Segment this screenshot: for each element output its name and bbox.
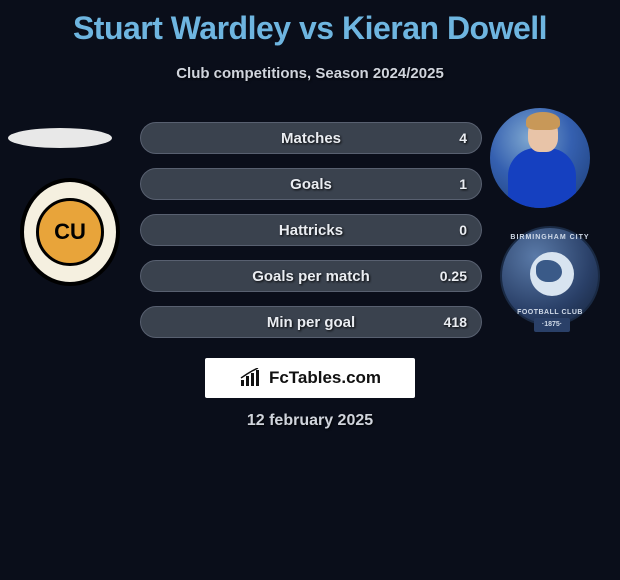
crest-right-bot-text: FOOTBALL CLUB: [502, 309, 598, 316]
stat-label: Goals: [290, 176, 332, 193]
crest-ball: CU: [36, 198, 104, 266]
stat-label: Goals per match: [252, 268, 370, 285]
stat-label: Min per goal: [267, 314, 355, 331]
stats-container: Matches 4 Goals 1 Hattricks 0 Goals per …: [140, 122, 482, 352]
brand-box[interactable]: FcTables.com: [205, 358, 415, 398]
stat-value-right: 4: [459, 130, 467, 146]
crest-circle: BIRMINGHAM CITY FOOTBALL CLUB ·1875·: [500, 226, 600, 326]
crest-left-text: CU: [54, 219, 86, 245]
date-text: 12 february 2025: [0, 412, 620, 430]
stat-row-gpm: Goals per match 0.25: [140, 260, 482, 292]
stat-value-right: 0.25: [440, 268, 467, 284]
brand-chart-icon: [239, 368, 263, 388]
player-left-crest: CU: [20, 178, 120, 286]
stat-value-right: 0: [459, 222, 467, 238]
page-title: Stuart Wardley vs Kieran Dowell: [0, 0, 620, 47]
crest-right-top-text: BIRMINGHAM CITY: [502, 234, 598, 241]
stat-value-right: 1: [459, 176, 467, 192]
avatar-hair: [526, 112, 560, 130]
player-right-crest: BIRMINGHAM CITY FOOTBALL CLUB ·1875·: [500, 226, 600, 356]
stat-label: Hattricks: [279, 222, 343, 239]
stat-label: Matches: [281, 130, 341, 147]
player-left-avatar: [8, 128, 112, 148]
crest-shield: CU: [20, 178, 120, 286]
subtitle: Club competitions, Season 2024/2025: [0, 65, 620, 82]
avatar-body: [508, 148, 576, 208]
stat-row-goals: Goals 1: [140, 168, 482, 200]
stat-row-matches: Matches 4: [140, 122, 482, 154]
stat-row-hattricks: Hattricks 0: [140, 214, 482, 246]
player-right-avatar: [490, 108, 590, 208]
crest-globe-land: [536, 260, 562, 282]
crest-right-year: ·1875·: [534, 318, 570, 332]
stat-row-mpg: Min per goal 418: [140, 306, 482, 338]
brand-text: FcTables.com: [269, 368, 381, 388]
crest-globe: [530, 252, 574, 296]
stat-value-right: 418: [444, 314, 467, 330]
